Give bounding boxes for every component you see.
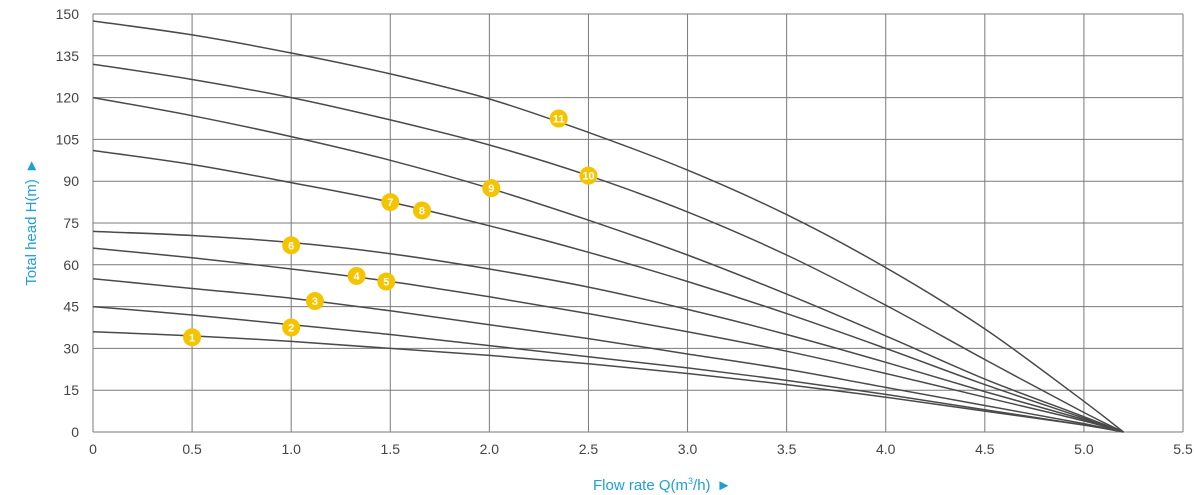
y-tick-label: 60 xyxy=(63,257,79,273)
model-marker-label-2: 2 xyxy=(288,323,294,335)
y-axis-title-text: Total head H(m) xyxy=(23,179,40,286)
model-marker-6 xyxy=(282,236,301,255)
tick-labels: 0 0.5 1.0 1.5 2.0 2.5 3.0 3.5 4.0 4.5 5.0 5.5015304… xyxy=(56,6,1193,457)
model-marker-label-9: 9 xyxy=(488,183,494,195)
pump-curve-3 xyxy=(92,277,1124,433)
model-marker-3 xyxy=(305,292,324,311)
pump-curve-11 xyxy=(92,20,1124,433)
x-tick-label: 3.0 xyxy=(678,441,698,457)
model-marker-7 xyxy=(381,193,400,212)
y-tick-label: 75 xyxy=(63,215,79,231)
x-tick-label: 0 xyxy=(89,441,97,457)
x-tick-label: 5.5 xyxy=(1173,441,1193,457)
y-tick-label: 150 xyxy=(56,6,80,22)
x-tick-label: 2.0 xyxy=(480,441,500,457)
model-marker-label-5: 5 xyxy=(383,277,389,289)
y-tick-label: 0 xyxy=(71,424,79,440)
x-axis-title-prefix: Flow rate Q(m xyxy=(593,477,688,494)
markers: 1 2 3 4 5 6 7 8 9 10 11 xyxy=(183,109,598,347)
pump-curve-10 xyxy=(92,63,1124,433)
model-marker-8 xyxy=(412,201,431,220)
model-marker-label-6: 6 xyxy=(288,240,294,252)
x-axis-title-sup: 3 xyxy=(688,476,693,486)
y-tick-label: 105 xyxy=(56,131,80,147)
model-marker-label-3: 3 xyxy=(312,296,318,308)
x-axis-title: Flow rate Q(m3/h) ► xyxy=(593,476,731,494)
x-tick-label: 4.5 xyxy=(975,441,995,457)
x-tick-label: 4.0 xyxy=(876,441,896,457)
curves xyxy=(92,20,1124,433)
y-tick-label: 45 xyxy=(63,299,79,315)
x-tick-label: 1.5 xyxy=(381,441,401,457)
model-marker-11 xyxy=(549,109,568,128)
x-tick-label: 3.5 xyxy=(777,441,797,457)
x-tick-label: 1.0 xyxy=(281,441,301,457)
x-axis-title-suffix: /h) xyxy=(693,477,711,494)
x-tick-label: 5.0 xyxy=(1074,441,1094,457)
model-marker-9 xyxy=(482,179,501,198)
model-marker-5 xyxy=(377,272,396,291)
model-marker-4 xyxy=(347,266,366,285)
model-marker-label-1: 1 xyxy=(189,332,195,344)
pump-curve-9 xyxy=(92,96,1124,433)
y-tick-label: 120 xyxy=(56,90,80,106)
model-marker-label-7: 7 xyxy=(387,197,393,209)
model-marker-1 xyxy=(183,328,202,347)
pump-curve-1 xyxy=(92,330,1124,433)
model-marker-label-10: 10 xyxy=(582,171,594,183)
model-marker-10 xyxy=(579,166,598,185)
model-marker-label-4: 4 xyxy=(354,271,361,283)
model-marker-2 xyxy=(282,318,301,337)
pump-curve-4 xyxy=(92,247,1124,433)
y-axis-arrow-icon: ► xyxy=(23,158,40,173)
pump-curve-7 xyxy=(92,149,1124,433)
model-marker-label-11: 11 xyxy=(553,114,565,126)
y-tick-label: 30 xyxy=(63,340,79,356)
y-tick-label: 15 xyxy=(63,382,79,398)
x-axis-arrow-icon: ► xyxy=(717,477,732,494)
x-tick-label: 0.5 xyxy=(182,441,202,457)
model-marker-label-8: 8 xyxy=(419,205,425,217)
x-tick-label: 2.5 xyxy=(579,441,599,457)
y-tick-label: 90 xyxy=(63,173,79,189)
y-axis-title: Total head H(m) ► xyxy=(23,158,40,286)
y-tick-label: 135 xyxy=(56,48,80,64)
pump-curve-2 xyxy=(92,305,1124,433)
